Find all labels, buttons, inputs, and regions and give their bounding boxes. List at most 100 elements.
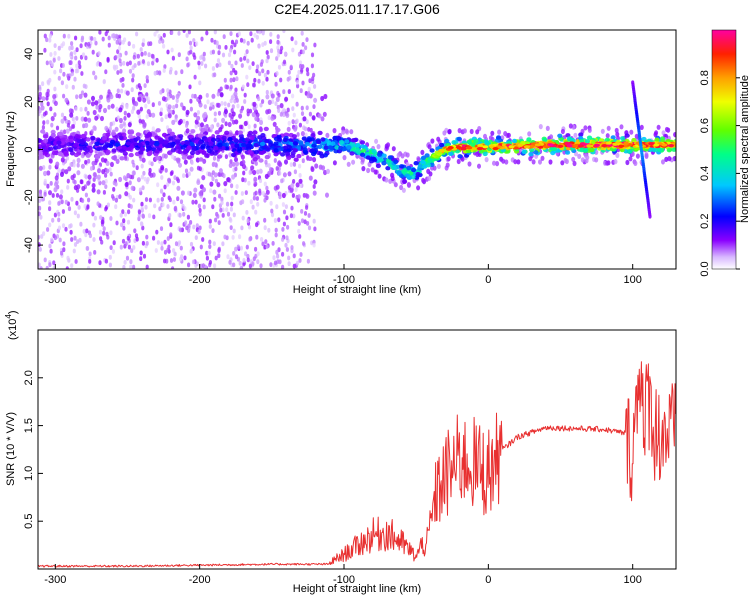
spectrogram-noise-point: [308, 111, 312, 117]
spectrogram-noise-point: [297, 228, 301, 234]
spectrogram-ridge-point: [511, 138, 517, 144]
spectrogram-ridge-point: [122, 151, 128, 156]
spectrogram-noise-point: [163, 258, 167, 264]
spectrogram-noise-point: [229, 77, 233, 83]
spectrogram-noise-point: [104, 173, 108, 178]
spectrogram-noise-point: [246, 218, 250, 224]
spectrogram-noise-point: [87, 197, 91, 203]
spectrogram-ridge-point: [263, 126, 269, 132]
spectrogram-noise-point: [162, 192, 166, 198]
spectrogram-noise-point: [189, 220, 193, 225]
spectrogram-halo-point: [175, 93, 180, 99]
spectrogram-noise-point: [123, 110, 127, 116]
spectrogram-ridge-point: [182, 149, 188, 155]
spectrogram-noise-point: [206, 99, 210, 105]
spectrogram-noise-point: [66, 178, 70, 184]
spectrogram-noise-point: [142, 253, 147, 259]
spectrogram-noise-point: [122, 121, 126, 126]
bottom-x-tick-label: -300: [44, 574, 66, 586]
spectrogram-noise-point: [246, 82, 250, 87]
spectrogram-ridge-point: [286, 155, 292, 160]
spectrogram-noise-point: [246, 58, 250, 64]
spectrogram-noise-point: [45, 95, 49, 101]
spectrogram-noise-point: [285, 235, 289, 241]
spectrogram-halo-point: [282, 172, 287, 178]
spectrogram-noise-point: [250, 37, 254, 43]
spectrogram-ridge-point: [448, 151, 454, 156]
spectrogram-halo-point: [192, 192, 197, 198]
spectrogram-ridge-point: [40, 143, 47, 148]
spectrogram-noise-point: [126, 235, 130, 241]
spectrogram-noise-point: [168, 69, 173, 75]
spectrogram-noise-point: [234, 60, 238, 66]
spectrogram-core-point: [482, 145, 489, 149]
spectrogram-noise-point: [163, 249, 168, 255]
spectrogram-noise-point: [248, 170, 252, 176]
spectrogram-noise-point: [256, 251, 260, 257]
spectrogram-halo-point: [87, 174, 92, 180]
spectrogram-noise-point: [72, 248, 76, 254]
spectrogram-noise-point: [265, 195, 269, 201]
spectrogram-halo-point: [80, 163, 85, 169]
spectrogram-ridge-point: [181, 155, 187, 160]
spectrogram-noise-point: [112, 120, 116, 126]
spectrogram-noise-point: [50, 62, 55, 67]
spectrogram-noise-point: [263, 225, 267, 231]
spectrogram-noise-point: [208, 239, 212, 245]
spectrogram-noise-point: [189, 49, 193, 55]
spectrogram-halo-point: [573, 132, 578, 138]
spectrogram-noise-point: [216, 214, 220, 219]
spectrogram-halo-point: [124, 182, 129, 188]
spectrogram-halo-point: [76, 170, 81, 176]
spectrogram-noise-point: [208, 224, 212, 229]
spectrogram-noise-point: [249, 31, 253, 37]
spectrogram-noise-point: [195, 41, 199, 47]
spectrogram-noise-point: [194, 123, 198, 129]
spectrogram-noise-point: [261, 241, 265, 247]
spectrogram-core-point: [566, 144, 573, 148]
spectrogram-noise-point: [131, 96, 135, 102]
spectrogram-ridge-point: [381, 161, 387, 166]
spectrogram-halo-point: [401, 187, 406, 193]
spectrogram-halo-point: [516, 159, 521, 165]
spectrogram-noise-point: [227, 102, 231, 108]
spectrogram-halo-point: [189, 166, 194, 172]
spectrogram-noise-point: [240, 191, 244, 196]
spectrogram-noise-point: [246, 253, 250, 259]
spectrogram-noise-point: [193, 74, 197, 80]
spectrogram-noise-point: [74, 68, 78, 74]
spectrogram-noise-point: [255, 34, 259, 40]
spectrogram-noise-point: [230, 183, 234, 189]
spectrogram-halo-point: [490, 130, 495, 136]
bottom-x-tick-label: 0: [485, 574, 491, 586]
spectrogram-noise-point: [141, 213, 145, 219]
spectrogram-ridge-point: [293, 157, 299, 162]
spectrogram-noise-point: [255, 222, 259, 228]
spectrogram-ridge-point: [178, 134, 184, 139]
spectrogram-noise-point: [212, 156, 217, 161]
spectrogram-ridge-point: [273, 141, 279, 146]
spectrogram-noise-point: [152, 235, 156, 241]
spectrogram-noise-point: [183, 255, 187, 261]
spectrogram-noise-point: [168, 213, 172, 218]
spectrogram-noise-point: [138, 187, 142, 193]
spectrogram-noise-point: [242, 38, 246, 44]
spectrogram-halo-point: [80, 153, 85, 159]
spectrogram-core-point: [572, 144, 579, 148]
spectrogram-halo-point: [235, 161, 239, 167]
spectrogram-noise-point: [112, 187, 116, 192]
spectrogram-noise-point: [74, 259, 78, 264]
spectrogram-noise-point: [63, 129, 67, 135]
spectrogram-noise-point: [48, 243, 52, 249]
spectrogram-halo-point: [99, 94, 103, 100]
spectrogram-noise-point: [106, 58, 110, 63]
spectrogram-noise-point: [78, 64, 82, 70]
spectrogram-noise-point: [125, 104, 129, 110]
spectrogram-ridge-point: [47, 146, 54, 151]
spectrogram-noise-point: [66, 73, 70, 79]
spectrogram-noise-point: [129, 204, 133, 209]
spectrogram-halo-point: [290, 183, 295, 189]
spectrogram-noise-point: [143, 176, 147, 182]
spectrogram-noise-point: [143, 83, 147, 88]
spectrogram-noise-point: [108, 254, 112, 260]
